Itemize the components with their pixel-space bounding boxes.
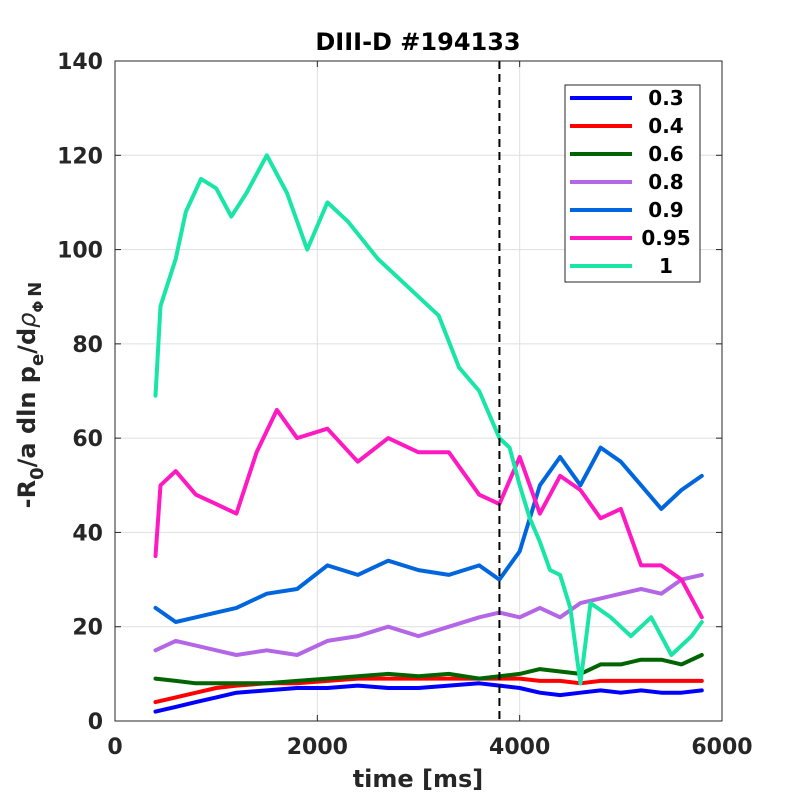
series-line-1 [153, 676, 704, 705]
legend-label: 0.9 [648, 198, 683, 222]
ticks [114, 60, 723, 722]
y-tick-label: 100 [57, 239, 103, 264]
series-group [153, 153, 704, 714]
y-axis-title-mid: /a dln p [13, 366, 41, 467]
legend-label: 0.4 [648, 114, 683, 138]
y-tick-label: 140 [57, 50, 103, 75]
y-axis-title-slash: /d [13, 328, 41, 354]
y-axis-title-phi: Φ [31, 301, 47, 313]
plot-frame [114, 60, 723, 722]
y-axis-title-sub0: 0 [27, 467, 48, 480]
y-axis-title-n: N [25, 282, 46, 297]
y-tick-labels: 0 20 40 60 80 100 120 140 [57, 50, 103, 735]
y-axis-title-sub-e: e [27, 354, 48, 366]
chart-title: DIII-D #194133 [315, 28, 520, 56]
series-line-2 [153, 653, 704, 686]
series-line-0 [153, 681, 704, 714]
x-tick-label: 6000 [691, 735, 752, 760]
y-axis-title-rho: ρ [13, 313, 41, 328]
series-line-3 [153, 572, 704, 657]
series-line-6 [153, 153, 704, 686]
series-line-5 [153, 407, 704, 620]
legend-label: 0.95 [641, 226, 690, 250]
x-axis-title: time [ms] [353, 765, 484, 793]
y-tick-label: 40 [72, 521, 103, 546]
x-tick-label: 4000 [489, 735, 550, 760]
legend-items: 0.3 0.4 0.6 0.8 0.9 0.95 1 [570, 86, 691, 278]
legend-label: 0.6 [648, 142, 683, 166]
y-tick-label: 0 [88, 710, 103, 735]
series-line-4 [153, 445, 704, 624]
y-axis-title: -R0/a dln pe/dρΦN [13, 282, 48, 509]
legend-label: 0.3 [648, 86, 683, 110]
x-tick-label: 2000 [287, 735, 348, 760]
x-tick-label: 0 [107, 735, 122, 760]
y-axis-title-main: -R [13, 480, 41, 508]
legend-label: 1 [659, 254, 673, 278]
legend-label: 0.8 [648, 170, 683, 194]
y-tick-label: 80 [72, 333, 103, 358]
y-tick-label: 120 [57, 144, 103, 169]
y-tick-label: 20 [72, 616, 103, 641]
x-tick-labels: 0 2000 4000 6000 [107, 735, 752, 760]
legend: 0.3 0.4 0.6 0.8 0.9 0.95 1 [564, 84, 701, 283]
y-tick-label: 60 [72, 427, 103, 452]
